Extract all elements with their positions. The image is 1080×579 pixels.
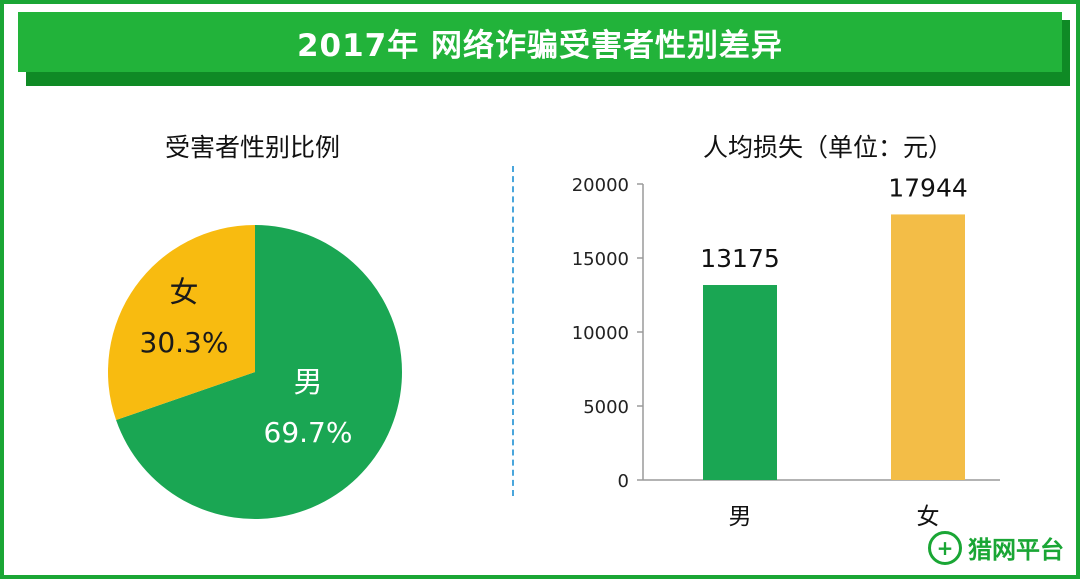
bar [891, 214, 965, 480]
x-category-label: 男 [729, 504, 752, 530]
pie-slice [116, 225, 402, 519]
logo-text: 猎网平台 [968, 536, 1064, 564]
y-tick-label: 5000 [583, 397, 629, 418]
bar-value-label: 13175 [700, 244, 780, 273]
bar [703, 285, 777, 480]
pie-slice-label: 男 [293, 365, 322, 399]
bar-value-label: 17944 [888, 173, 968, 202]
pie-slice-value: 30.3% [140, 326, 229, 359]
pie-slice-value: 69.7% [264, 416, 353, 449]
title-banner: 2017年 网络诈骗受害者性别差异 [18, 12, 1062, 72]
y-tick-label: 15000 [572, 249, 629, 270]
shield-plus-icon: + [928, 530, 962, 565]
pie-chart-title: 受害者性别比例 [165, 133, 341, 162]
y-tick-label: 10000 [572, 323, 629, 344]
pie-slice [107, 225, 255, 421]
y-tick-label: 0 [618, 471, 629, 492]
brand-logo: + 猎网平台 [928, 530, 1064, 565]
page-title: 2017年 网络诈骗受害者性别差异 [296, 27, 784, 64]
bar-chart-title: 人均损失（单位：元） [703, 133, 954, 162]
x-category-label: 女 [917, 504, 940, 530]
pie-slice-label: 女 [169, 275, 198, 309]
panel-divider [512, 166, 514, 496]
y-tick-label: 20000 [572, 175, 629, 196]
